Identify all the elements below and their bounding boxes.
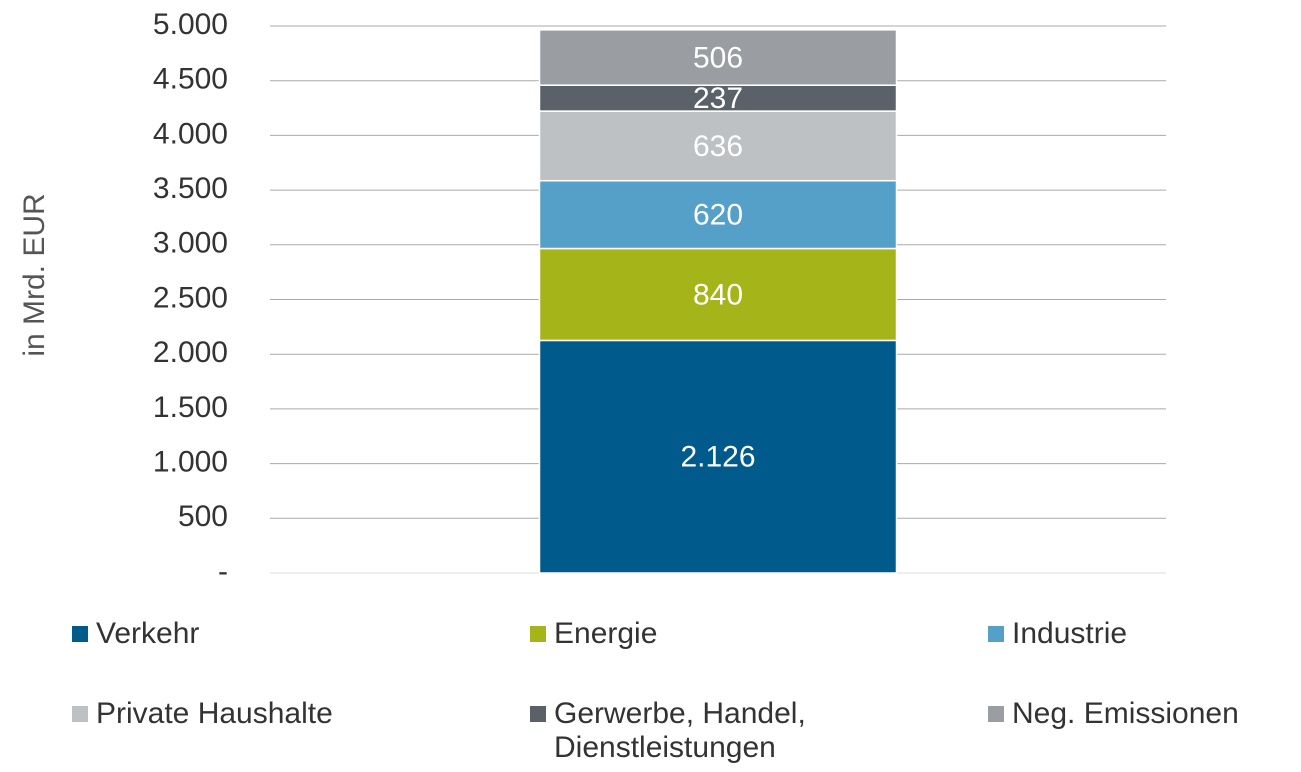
- y-tick-label: 2.500: [153, 281, 228, 314]
- y-tick-label: 1.000: [153, 446, 228, 479]
- y-tick-label: 500: [178, 500, 228, 533]
- legend-label: Gerwerbe, Handel, Dienstleistungen: [554, 697, 806, 764]
- legend-swatch: [988, 626, 1004, 642]
- data-label: 840: [693, 278, 743, 311]
- legend-swatch: [530, 626, 546, 642]
- legend-item: Neg. Emissionen: [988, 697, 1301, 731]
- data-label: 620: [693, 199, 743, 232]
- legend-item: Verkehr: [72, 617, 416, 651]
- y-tick-label: 2.000: [153, 336, 228, 369]
- bar-segment: [538, 29, 898, 86]
- y-tick-label: 5.000: [153, 8, 228, 41]
- bar-segment: [538, 339, 898, 574]
- legend-item: Gerwerbe, Handel, Dienstleistungen: [530, 697, 874, 765]
- data-label: 237: [693, 82, 743, 115]
- y-tick-label: 4.000: [153, 117, 228, 150]
- bar-segment: [538, 247, 898, 342]
- y-axis-label: in Mrd. EUR: [18, 193, 51, 356]
- legend-swatch: [72, 706, 88, 722]
- legend-label: Verkehr: [96, 617, 200, 650]
- legend-item: Industrie: [988, 617, 1301, 651]
- legend-swatch: [72, 626, 88, 642]
- bar-segment: [538, 84, 898, 112]
- bar-segment: [538, 179, 898, 250]
- legend-label: Private Haushalte: [96, 697, 333, 730]
- legend-label: Industrie: [1012, 617, 1128, 650]
- legend-swatch: [530, 706, 546, 722]
- legend-item: Energie: [530, 617, 874, 651]
- legend-item: Private Haushalte: [72, 697, 416, 731]
- legend-swatch: [988, 706, 1004, 722]
- legend-label: Neg. Emissionen: [1012, 697, 1239, 730]
- legend-label: Energie: [554, 617, 658, 650]
- data-label: 2.126: [680, 441, 755, 474]
- bar-segment: [538, 110, 898, 182]
- y-tick-label: 3.000: [153, 227, 228, 260]
- y-tick-label: 1.500: [153, 391, 228, 424]
- data-label: 636: [693, 130, 743, 163]
- y-tick-label: 3.500: [153, 172, 228, 205]
- data-label: 506: [693, 41, 743, 74]
- y-tick-label: 4.500: [153, 63, 228, 96]
- y-tick-label: -: [218, 555, 228, 588]
